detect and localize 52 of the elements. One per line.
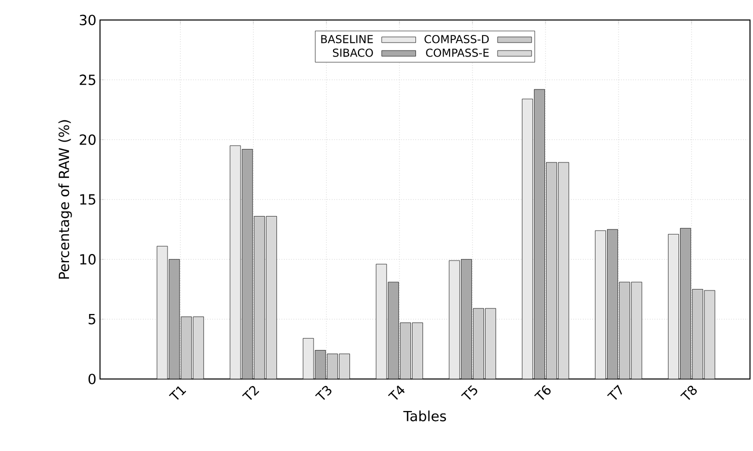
bar: [594, 230, 606, 379]
bar: [522, 98, 533, 379]
bar: [376, 264, 387, 379]
bar: [460, 259, 472, 379]
bar: [242, 149, 253, 379]
bar: [558, 162, 570, 379]
bar: [546, 162, 558, 379]
legend-label: SIBACO: [332, 48, 373, 57]
bar: [534, 89, 545, 379]
bar: [448, 260, 460, 379]
x-tick-label: T8: [680, 386, 697, 400]
bar: [631, 282, 642, 379]
y-tick-label: 15: [80, 194, 96, 205]
bar: [607, 229, 618, 379]
x-tick-label: T1: [168, 386, 186, 400]
bar: [692, 289, 704, 379]
bar: [473, 308, 484, 379]
y-tick-label: 25: [80, 74, 96, 86]
legend-label: COMPASS-D: [424, 34, 489, 44]
x-axis-title: Tables: [403, 410, 446, 422]
y-tick-label: 0: [88, 374, 96, 384]
x-tick-label: T7: [607, 384, 622, 400]
bar: [668, 234, 679, 379]
y-axis-title: Percentage of RAW (%): [58, 120, 72, 279]
bar: [302, 338, 314, 379]
bar: [266, 216, 277, 379]
bar: [388, 282, 399, 379]
bar: [339, 354, 350, 379]
bar: [400, 322, 411, 379]
x-tick-label: T2: [242, 386, 260, 400]
bar: [168, 259, 180, 379]
bar: [314, 350, 326, 379]
legend-label: COMPASS-E: [426, 48, 489, 57]
bar: [254, 216, 265, 379]
x-tick-label: T4: [388, 385, 405, 400]
bar: [704, 290, 716, 379]
x-tick-label: T5: [461, 385, 478, 400]
bar: [412, 322, 423, 379]
y-tick-label: 20: [80, 134, 96, 145]
y-tick-label: 10: [80, 254, 96, 265]
bar: [485, 308, 496, 379]
bar: [326, 354, 338, 379]
x-tick-label: T3: [315, 386, 332, 400]
x-tick-label: T6: [534, 385, 551, 400]
y-tick-label: 30: [80, 14, 96, 26]
y-tick-label: 5: [88, 314, 96, 324]
bar: [680, 228, 692, 379]
legend-label: BASELINE: [321, 34, 373, 44]
bar: [230, 145, 241, 379]
bar: [192, 316, 204, 379]
bar: [180, 316, 192, 379]
bar: [619, 282, 630, 379]
